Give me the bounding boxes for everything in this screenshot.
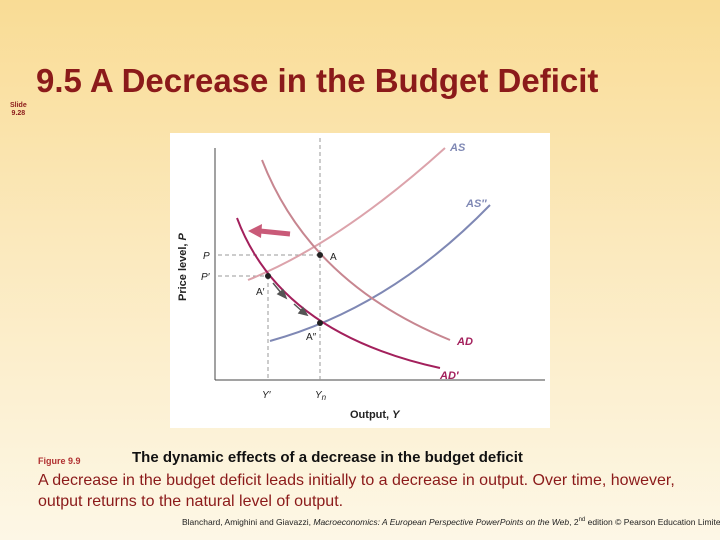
point-a-prime — [265, 273, 271, 279]
p-tick: P — [203, 251, 210, 262]
footer-edition-suffix: nd — [578, 517, 586, 524]
figure-background — [170, 133, 550, 428]
slide-label: Slide — [10, 102, 27, 109]
ad-new-curve — [236, 217, 441, 369]
caption-body: A decrease in the budget deficit leads i… — [38, 472, 675, 510]
x-axis-title: Output, Y — [350, 409, 401, 421]
y-axis-symbol: P — [177, 232, 189, 240]
footer: Blanchard, Amighini and Giavazzi, Macroe… — [182, 517, 720, 527]
footer-authors: Blanchard, Amighini and Giavazzi, — [182, 517, 311, 527]
as-new-label: AS″ — [465, 198, 487, 210]
yn-subscript: n — [322, 393, 327, 402]
shift-arrow — [259, 228, 291, 237]
footer-book: Macroeconomics: A European Perspective P… — [313, 517, 570, 527]
point-a-double-label: A″ — [306, 332, 317, 343]
ad-label: AD — [456, 336, 473, 348]
y-axis-label: Price level, — [177, 240, 189, 301]
point-a-double — [317, 320, 323, 326]
yn-symbol: Y — [315, 390, 323, 401]
path-arrow-head — [276, 288, 288, 300]
y-prime-tick: Y′ — [262, 390, 272, 401]
x-axis-symbol: Y — [392, 409, 401, 421]
as-new-curve — [269, 204, 491, 342]
point-a-label: A — [330, 252, 337, 263]
footer-rest: edition © Pearson Education Limited 2014 — [587, 517, 720, 527]
p-prime-tick: P′ — [201, 272, 211, 283]
point-a — [317, 252, 323, 258]
figure-number: Figure 9.9 — [38, 456, 81, 466]
as-label: AS — [449, 142, 466, 154]
yn-tick: Yn — [315, 390, 327, 402]
slide-number-value: 9.28 — [11, 110, 26, 117]
figure: AS AS″ AD AD′ A A′ A″ P P′ Y′ Yn Output,… — [170, 133, 550, 428]
y-axis-title: Price level, P — [177, 232, 189, 301]
path-arrow-head — [297, 306, 309, 317]
shift-arrow-head — [248, 224, 262, 238]
ad-curve — [261, 159, 451, 341]
x-axis-label: Output, — [350, 409, 392, 421]
caption-heading: The dynamic effects of a decrease in the… — [132, 449, 523, 466]
slide-number: Slide 9.28 — [10, 102, 27, 118]
ad-new-label: AD′ — [439, 370, 460, 382]
as-curve — [247, 147, 446, 281]
footer-edition: , 2 — [569, 517, 579, 527]
slide-title: 9.5 A Decrease in the Budget Deficit — [36, 62, 599, 99]
point-a-prime-label: A′ — [256, 287, 265, 298]
